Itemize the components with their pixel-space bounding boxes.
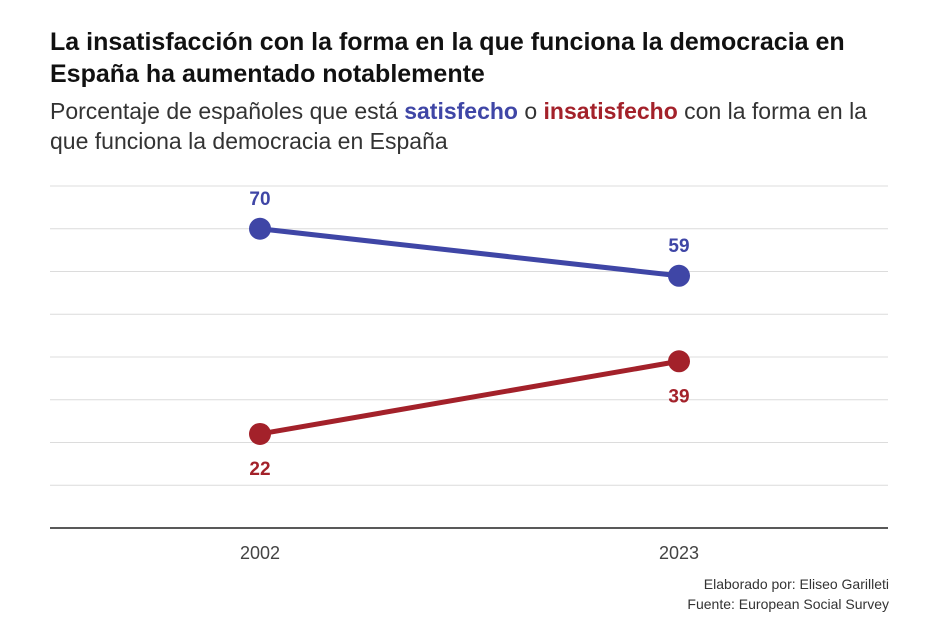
data-label-insatisfecho: 39 (668, 386, 689, 407)
subtitle-text-2: o (517, 98, 544, 124)
x-tick-label: 2002 (240, 543, 280, 563)
x-axis: 2002 2023 (240, 543, 699, 563)
x-tick-label: 2023 (659, 543, 699, 563)
data-point-satisfecho (668, 264, 690, 287)
data-point-insatisfecho (668, 350, 690, 373)
data-point-satisfecho (249, 217, 271, 240)
subtitle-text-1: Porcentaje de españoles que está (50, 98, 405, 124)
chart-title: La insatisfacción con la forma en la que… (50, 28, 845, 88)
legend-satisfied: satisfecho (404, 98, 518, 124)
chart-footer: Elaborado por: Eliseo Garilleti Fuente: … (687, 574, 889, 614)
source-text: Fuente: European Social Survey (687, 596, 889, 612)
gridlines (50, 185, 888, 529)
chart-subtitle: Porcentaje de españoles que está satisfe… (50, 96, 910, 156)
subtitle-text-3: con la forma en la que funciona la democ… (50, 98, 867, 154)
data-label-insatisfecho: 22 (249, 459, 270, 480)
credit-text: Elaborado por: Eliseo Garilleti (703, 576, 889, 592)
series-line-insatisfecho (257, 358, 682, 437)
series-line-satisfecho (257, 226, 682, 279)
data-point-insatisfecho (249, 422, 271, 445)
data-label-satisfecho: 59 (668, 236, 689, 257)
legend-dissatisfied: insatisfecho (543, 98, 678, 124)
data-label-satisfecho: 70 (249, 189, 270, 210)
series-group: 70 59 22 39 (249, 189, 690, 480)
